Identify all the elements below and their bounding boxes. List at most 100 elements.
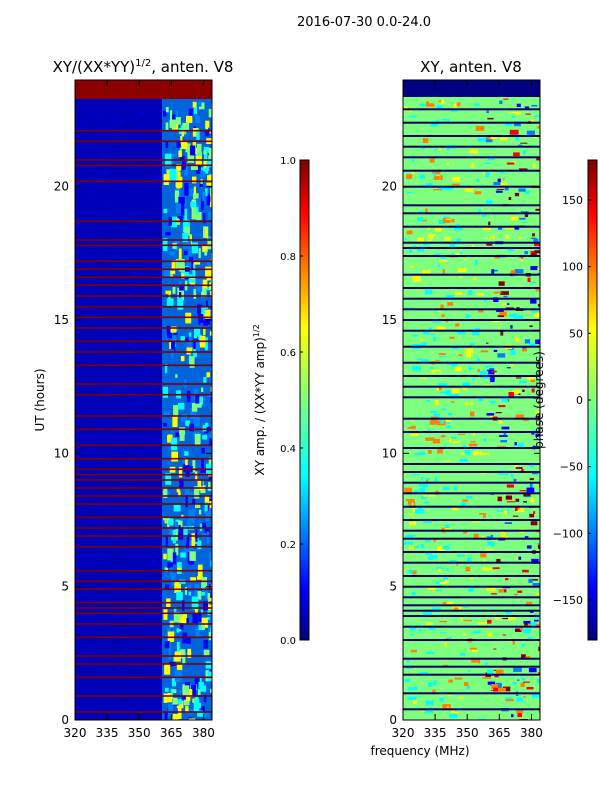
- left-band-cell: [198, 101, 202, 107]
- right-speckle-cell: [447, 302, 454, 306]
- right-speckle-cell: [427, 234, 436, 239]
- right-speckle-cell: [496, 510, 503, 512]
- left-panel-title: XY/(XX*YY)1/2, anten. V8: [53, 58, 234, 76]
- left-speckle-cell: [91, 511, 99, 513]
- right-speckle-cell: [422, 645, 425, 648]
- left-band-cell: [175, 432, 181, 437]
- left-flag-line: [75, 711, 212, 713]
- right-speckle-cell: [508, 197, 512, 200]
- right-speckle-cell: [467, 365, 473, 367]
- right-speckle-cell: [445, 425, 451, 428]
- left-band-cell: [191, 242, 199, 254]
- left-speckle-cell: [92, 464, 97, 466]
- right-gap-line: [403, 447, 540, 449]
- left-band-cell: [204, 316, 211, 325]
- right-speckle-cell: [441, 99, 445, 105]
- right-speckle-cell: [515, 414, 524, 419]
- right-speckle-cell: [516, 377, 522, 379]
- left-band-cell: [204, 309, 211, 319]
- left-flag-line: [75, 655, 212, 657]
- right-speckle-cell: [502, 647, 505, 649]
- left-band-cell: [165, 122, 169, 131]
- right-speckle-cell: [417, 217, 423, 222]
- right-speckle-cell: [503, 433, 507, 436]
- left-band-cell: [193, 414, 200, 427]
- right-speckle-cell: [454, 399, 460, 402]
- right-speckle-cell: [528, 668, 537, 673]
- left-flag-line: [75, 159, 212, 161]
- right-speckle-cell: [532, 583, 540, 587]
- right-speckle-cell: [438, 310, 442, 312]
- left-band-cell: [196, 129, 200, 140]
- right-speckle-cell: [537, 401, 540, 404]
- left-band-cell: [172, 416, 178, 427]
- left-speckle-cell: [89, 104, 96, 106]
- right-gap-line: [403, 121, 540, 124]
- right-speckle-cell: [451, 507, 459, 511]
- right-speckle-cell: [478, 310, 484, 313]
- left-colorbar-ticks: 0.0 0.2 0.4 0.6 0.8 1.0: [280, 156, 303, 647]
- left-speckle-cell: [117, 543, 120, 545]
- left-speckle-cell: [158, 591, 165, 593]
- left-speckle-cell: [138, 273, 145, 275]
- left-band-cell: [188, 718, 196, 720]
- right-gap-line: [403, 585, 540, 588]
- right-speckle-cell: [494, 269, 498, 272]
- right-speckle-cell: [426, 652, 435, 655]
- left-speckle-cell: [81, 184, 85, 186]
- right-speckle-cell: [496, 188, 505, 190]
- left-band-cell: [206, 277, 212, 281]
- right-speckle-cell: [521, 654, 526, 658]
- left-speckle-cell: [120, 699, 129, 701]
- left-speckle-cell: [109, 216, 115, 218]
- left-flag-lines: [75, 129, 212, 713]
- left-speckle-cell: [99, 659, 106, 661]
- right-gap-line: [403, 345, 540, 348]
- right-speckle-cell: [454, 206, 461, 210]
- left-band-cell: [204, 502, 208, 513]
- right-speckle-cell: [508, 615, 516, 621]
- right-ytick-label: 15: [382, 313, 397, 327]
- left-speckle-cell: [138, 585, 145, 587]
- right-speckle-cell: [429, 420, 439, 425]
- left-band-cell: [182, 684, 189, 697]
- right-speckle-cell: [438, 137, 444, 139]
- right-speckle-cell: [505, 234, 510, 239]
- left-band-cell: [180, 612, 187, 624]
- right-speckle-cell: [432, 607, 441, 610]
- right-speckle-cell: [522, 628, 532, 634]
- left-band-cell: [172, 697, 178, 705]
- left-band-cell: [165, 290, 172, 295]
- left-band-cell: [187, 585, 191, 590]
- right-speckle-cell: [449, 563, 457, 566]
- right-speckle-cell: [428, 155, 432, 157]
- left-speckle-cell: [89, 286, 93, 289]
- left-band-cell: [192, 460, 196, 473]
- left-speckle-cell: [127, 462, 136, 464]
- right-speckle-cell: [492, 567, 500, 570]
- right-speckle-cell: [462, 499, 469, 502]
- left-speckle-cell: [108, 201, 113, 203]
- left-band-cell: [179, 427, 185, 435]
- left-band-cell: [195, 608, 198, 616]
- left-band-cell: [195, 628, 200, 638]
- left-band-cell: [190, 408, 197, 419]
- left-speckle-cell: [81, 646, 85, 648]
- right-speckle-cell: [539, 606, 540, 609]
- right-speckle-cell: [487, 632, 492, 637]
- right-speckle-cell: [497, 445, 506, 448]
- right-speckle-cell: [519, 719, 528, 720]
- right-speckle-cell: [524, 623, 528, 626]
- right-speckle-cell: [524, 339, 530, 344]
- left-speckle-cell: [134, 675, 141, 677]
- left-speckle-cell: [142, 355, 151, 358]
- left-band-cell: [202, 425, 209, 432]
- right-speckle-cell: [441, 314, 445, 318]
- left-speckle-cell: [78, 582, 81, 584]
- right-speckle-cell: [534, 115, 540, 117]
- left-speckle-cell: [130, 263, 134, 265]
- right-speckle-cell: [408, 569, 413, 574]
- right-speckle-cell: [516, 697, 523, 702]
- right-speckle-cell: [484, 662, 489, 665]
- left-flag-line: [75, 676, 212, 679]
